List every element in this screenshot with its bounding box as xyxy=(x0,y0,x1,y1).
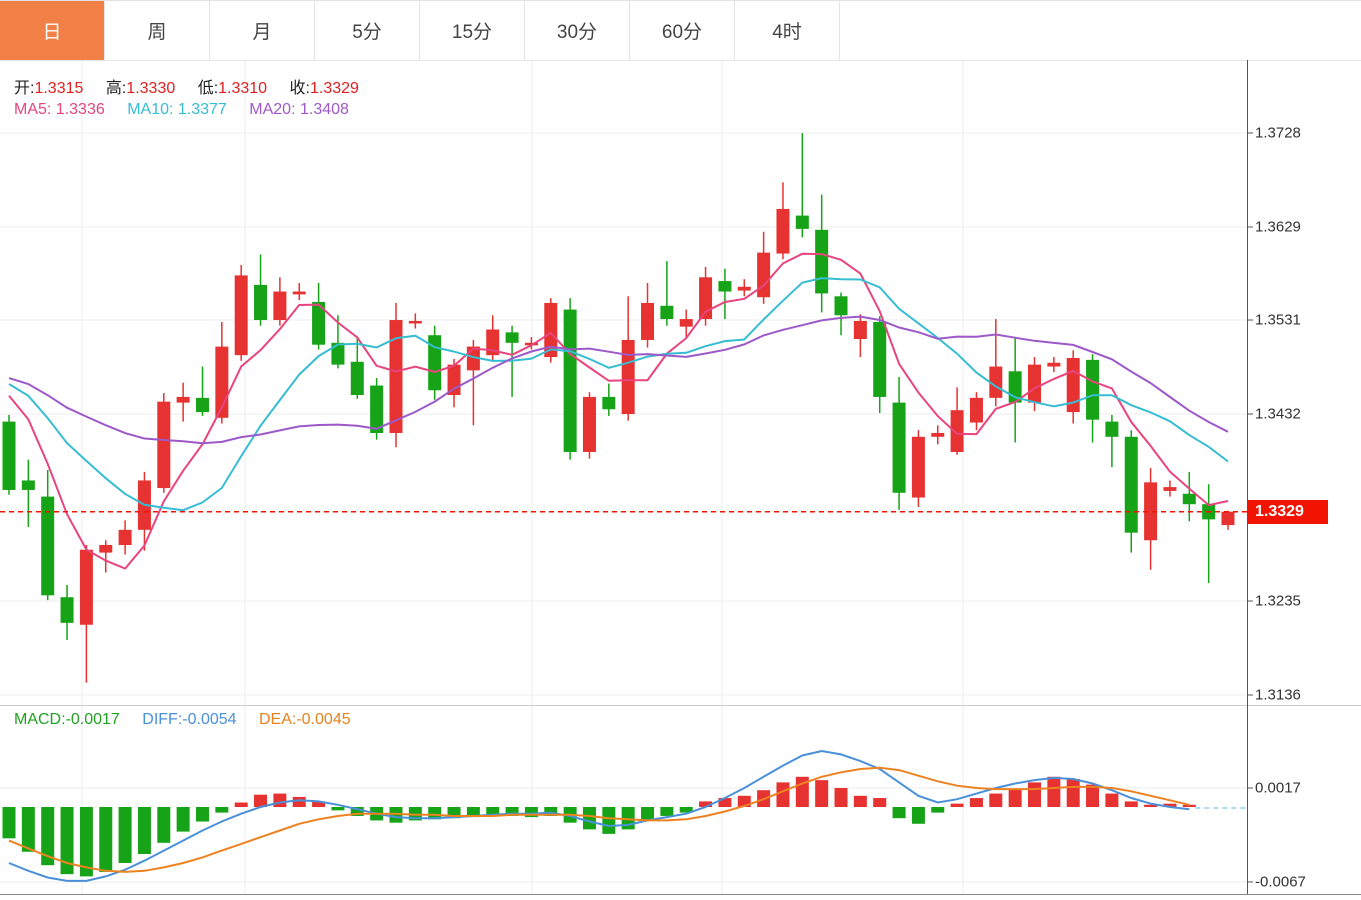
diff-label: DIFF: xyxy=(142,711,183,728)
open-label: 开: xyxy=(14,80,35,97)
tab-month[interactable]: 月 xyxy=(210,1,315,60)
tab-60min[interactable]: 60分 xyxy=(630,1,735,60)
ma10-value: 1.3377 xyxy=(177,101,227,118)
dea-label: DEA: xyxy=(259,711,297,728)
timeframe-tabs: 日周月 5分 15分 30分 60分 4时 xyxy=(0,0,1361,60)
macd-value: -0.0017 xyxy=(65,711,120,728)
close-label: 收: xyxy=(289,80,310,97)
tab-4hour[interactable]: 4时 xyxy=(735,1,840,60)
tab-30min[interactable]: 30分 xyxy=(525,1,630,60)
ma5-value: 1.3336 xyxy=(55,101,105,118)
macd-axis-label: -0.0067 xyxy=(1255,873,1306,891)
price-axis-label: 1.3432 xyxy=(1255,405,1301,423)
tab-day[interactable]: 日 xyxy=(0,1,105,60)
tab-15min[interactable]: 15分 xyxy=(420,1,525,60)
open-value: 1.3315 xyxy=(34,80,84,97)
low-label: 低: xyxy=(197,80,219,97)
ma10-label: MA10: xyxy=(127,101,174,118)
ma20-label: MA20: xyxy=(249,101,296,118)
price-axis-label: 1.3728 xyxy=(1255,124,1301,142)
diff-value: -0.0054 xyxy=(182,711,237,728)
ma-readout: MA5: 1.3336 MA10: 1.3377 MA20: 1.3408 xyxy=(14,101,367,119)
high-value: 1.3330 xyxy=(126,80,176,97)
high-label: 高: xyxy=(105,80,127,97)
macd-axis-label: 0.0017 xyxy=(1255,779,1301,797)
low-value: 1.3310 xyxy=(218,80,268,97)
price-axis-label: 1.3629 xyxy=(1255,218,1301,236)
price-axis-label: 1.3136 xyxy=(1255,686,1301,704)
close-value: 1.3329 xyxy=(309,80,359,97)
ma5-label: MA5: xyxy=(14,101,52,118)
dea-value: -0.0045 xyxy=(296,711,351,728)
macd-readout: MACD:-0.0017 DIFF:-0.0054 DEA:-0.0045 xyxy=(14,711,369,729)
price-axis-label: 1.3235 xyxy=(1255,592,1301,610)
tab-week[interactable]: 周 xyxy=(105,1,210,60)
ma20-value: 1.3408 xyxy=(299,101,349,118)
macd-label: MACD: xyxy=(14,711,66,728)
current-price-tag: 1.3329 xyxy=(1248,499,1328,524)
tab-5min[interactable]: 5分 xyxy=(315,1,420,60)
ohlc-readout: 开:1.3315 高:1.3330 低:1.3310 收:1.3329 xyxy=(14,74,377,98)
price-axis-label: 1.3531 xyxy=(1255,311,1301,329)
